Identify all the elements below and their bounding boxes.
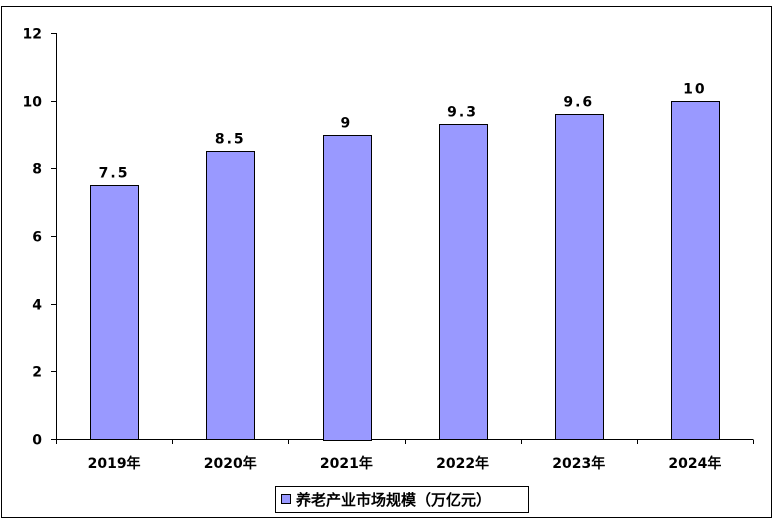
y-tick-label: 12 (23, 27, 42, 43)
y-tick-label: 0 (32, 433, 42, 449)
y-tick-label: 8 (32, 162, 42, 178)
legend: 养老产业市场规模（万亿元） (275, 486, 529, 513)
y-axis: 0 2 4 6 8 10 12 (23, 27, 57, 449)
bar (206, 151, 255, 440)
data-label: 9 (341, 116, 353, 132)
bar (671, 101, 720, 440)
legend-swatch (281, 494, 291, 504)
y-tick-label: 6 (32, 230, 42, 246)
bar (439, 124, 488, 440)
data-label: 8.5 (215, 132, 246, 148)
x-category-label: 2022年 (436, 455, 489, 472)
y-tick-label: 10 (23, 95, 43, 111)
x-category-label: 2020年 (204, 455, 257, 472)
bar (90, 185, 139, 440)
data-label: 9.3 (447, 105, 478, 121)
bar (323, 135, 372, 441)
data-label: 7.5 (99, 166, 130, 182)
legend-label: 养老产业市场规模（万亿元） (295, 491, 491, 509)
x-category-label: 2024年 (668, 455, 721, 472)
data-labels: 7.5 8.5 9 9.3 9.6 10 (99, 82, 706, 182)
x-category-label: 2019年 (88, 455, 141, 472)
x-category-label: 2023年 (552, 455, 605, 472)
y-tick-label: 4 (32, 298, 42, 314)
bar (555, 114, 604, 440)
data-label: 10 (683, 82, 706, 98)
data-label: 9.6 (563, 95, 594, 111)
legend-box (275, 486, 529, 513)
x-category-label: 2021年 (320, 455, 373, 472)
x-axis: 2019年 2020年 2021年 2022年 2023年 2024年 (56, 439, 754, 472)
y-tick-label: 2 (32, 365, 42, 381)
bars (90, 101, 720, 441)
